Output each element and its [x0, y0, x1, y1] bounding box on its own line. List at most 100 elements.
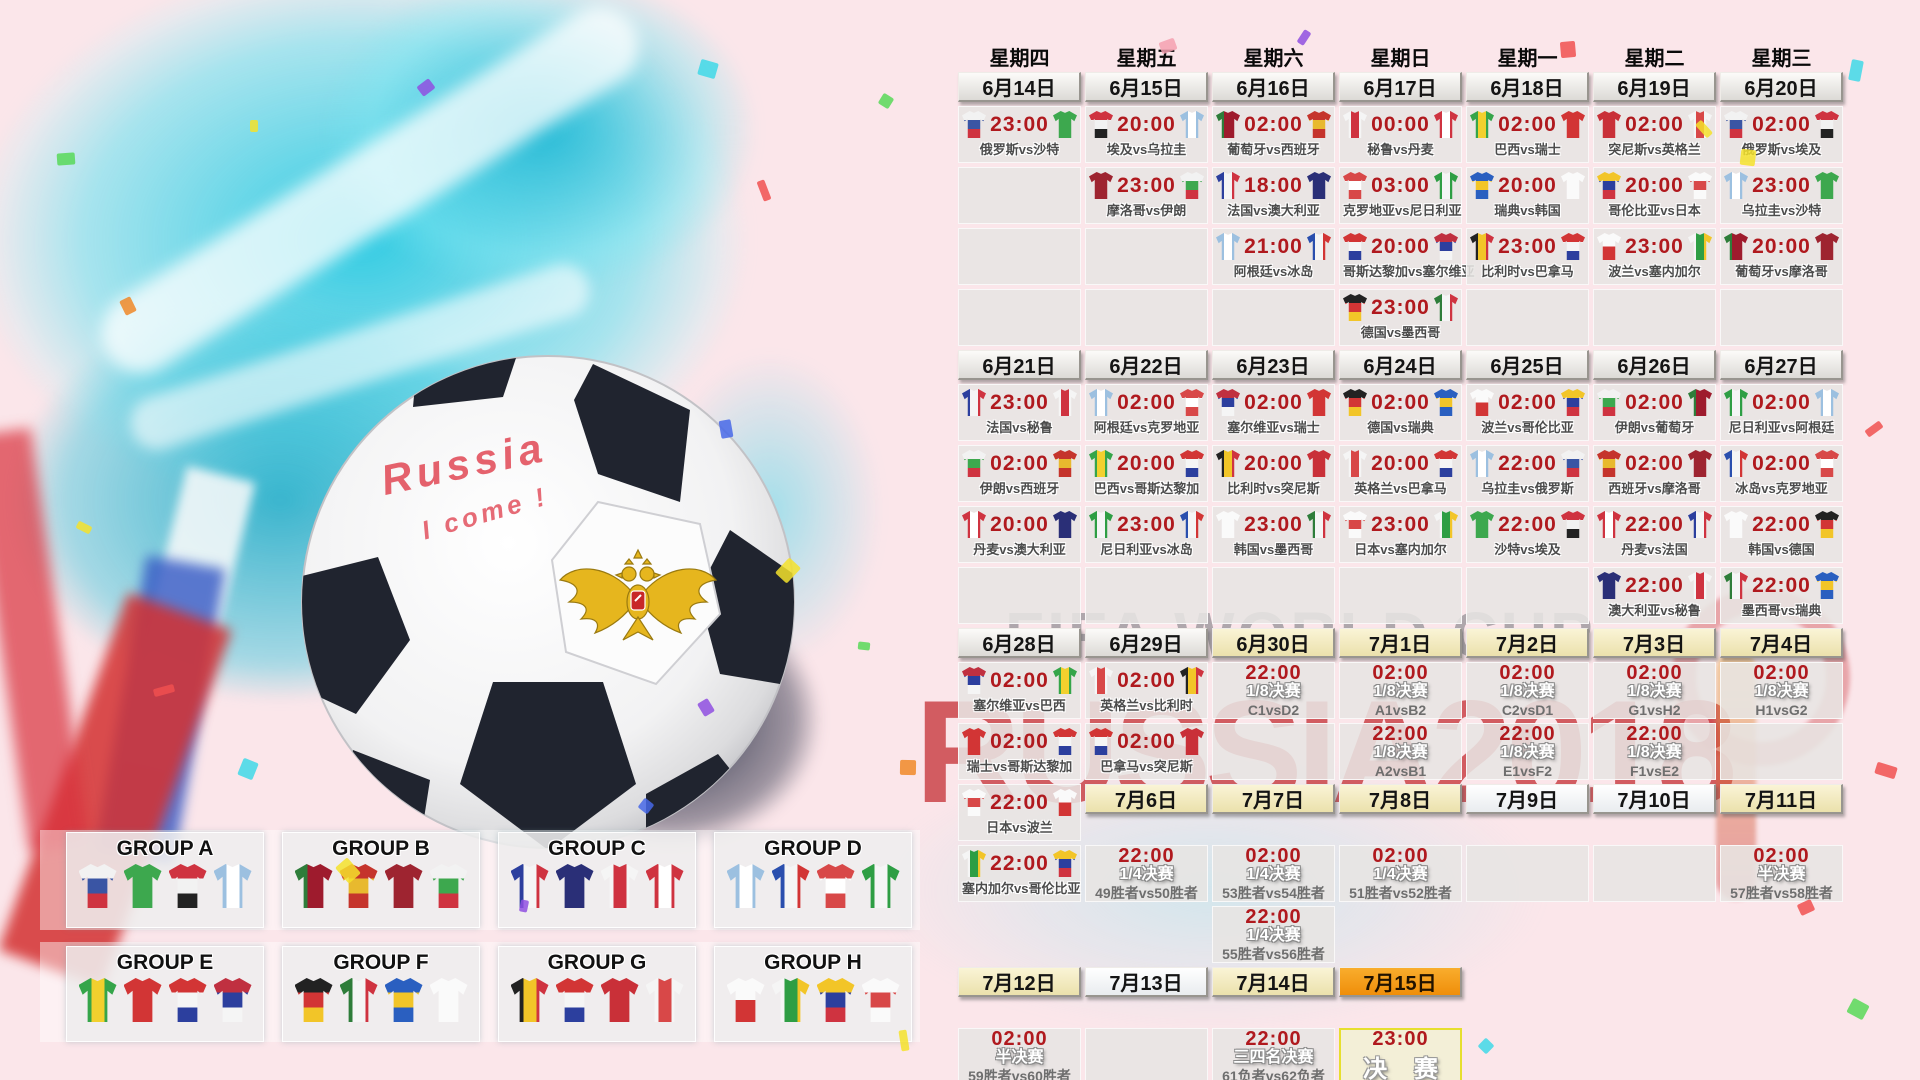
match-top-row: 02:00	[1343, 389, 1458, 416]
match-time: 21:00	[1244, 234, 1303, 258]
date-chip: 7月8日	[1339, 784, 1462, 814]
match-cell: 02:00 德国vs瑞典	[1339, 384, 1462, 441]
knockout-cell: 02:00 半决赛 59胜者vs60胜者	[958, 1028, 1081, 1080]
knockout-cell: 22:00 1/8决赛 E1vsF2	[1466, 723, 1589, 780]
spacer	[1720, 1028, 1843, 1080]
match-cell: 23:00 德国vs墨西哥	[1339, 289, 1462, 346]
match-label: 巴西vs瑞士	[1494, 142, 1561, 157]
match-time: 23:00	[990, 390, 1049, 414]
match-time: 23:00	[1117, 512, 1176, 536]
jersey-germany-icon	[1815, 511, 1839, 538]
jersey-brazil-icon	[78, 978, 117, 1022]
match-time: 02:00	[990, 668, 1049, 692]
weekday-label: 星期二	[1624, 47, 1685, 70]
jersey-iceland-icon	[771, 864, 810, 908]
knockout-teams: 53胜者vs54胜者	[1222, 884, 1325, 901]
jersey-russia-icon	[78, 864, 117, 908]
match-top-row: 00:00	[1343, 111, 1458, 138]
match-time: 02:00	[1244, 112, 1303, 136]
weekday-label: 星期一	[1497, 47, 1558, 70]
jersey-poland-icon	[1597, 233, 1621, 260]
match-top-row: 02:00	[1216, 111, 1331, 138]
group-jerseys	[726, 864, 900, 908]
match-label: 摩洛哥vs伊朗	[1106, 203, 1187, 218]
match-time: 02:00	[1625, 451, 1684, 475]
jersey-costarica-icon	[1343, 233, 1367, 260]
jersey-switzerland-icon	[1561, 111, 1585, 138]
knockout-cell: 02:00 1/8决赛 A1vsB2	[1339, 662, 1462, 719]
calendar-row: 22:00 1/4决赛 55胜者vs56胜者	[958, 906, 1847, 963]
group-title: GROUP E	[116, 951, 214, 974]
jersey-morocco-icon	[1815, 233, 1839, 260]
match-cell: 02:00 冰岛vs克罗地亚	[1720, 445, 1843, 502]
match-cell: 22:00 韩国vs德国	[1720, 506, 1843, 563]
jersey-colombia-icon	[1597, 172, 1621, 199]
match-time: 02:00	[1752, 451, 1811, 475]
jersey-belgium-icon	[1180, 667, 1204, 694]
date-chip: 6月19日	[1593, 72, 1716, 102]
jersey-brazil-icon	[1470, 111, 1494, 138]
jersey-mexico-icon	[1307, 511, 1331, 538]
match-top-row: 02:00	[1597, 450, 1712, 477]
jersey-croatia-icon	[1180, 389, 1204, 416]
jersey-morocco-icon	[1688, 450, 1712, 477]
date-chip: 7月7日	[1212, 784, 1335, 814]
match-cell: 23:00 摩洛哥vs伊朗	[1085, 167, 1208, 224]
match-cell: 02:00 英格兰vs比利时	[1085, 662, 1208, 719]
match-cell: 22:00 澳大利亚vs秘鲁	[1593, 567, 1716, 624]
jersey-england-icon	[1089, 667, 1113, 694]
knockout-time: 02:00	[1245, 845, 1302, 868]
empty-slot	[1085, 228, 1208, 285]
match-top-row: 20:00	[1089, 111, 1204, 138]
jersey-switzerland-icon	[123, 978, 162, 1022]
match-time: 18:00	[1244, 173, 1303, 197]
match-time: 22:00	[1752, 512, 1811, 536]
jersey-japan-icon	[1343, 511, 1367, 538]
match-top-row: 23:00	[1089, 172, 1204, 199]
group-box: GROUP C	[498, 832, 696, 928]
match-label: 巴拿马vs突尼斯	[1100, 759, 1193, 774]
jersey-saudi-icon	[123, 864, 162, 908]
jersey-sweden-icon	[384, 978, 423, 1022]
match-time: 22:00	[1625, 512, 1684, 536]
match-label: 西班牙vs摩洛哥	[1608, 481, 1701, 496]
match-label: 韩国vs德国	[1748, 542, 1815, 557]
match-top-row: 02:00	[1216, 389, 1331, 416]
knockout-time: 22:00	[1499, 723, 1556, 746]
match-time: 23:00	[1625, 234, 1684, 258]
date-chip: 7月10日	[1593, 784, 1716, 814]
knockout-stage: 1/8决赛	[1373, 744, 1428, 762]
date-chip: 7月12日	[958, 967, 1081, 997]
knockout-stage: 三四名决赛	[1233, 1049, 1314, 1067]
knockout-teams: C1vsD2	[1247, 701, 1300, 718]
jersey-portugal-icon	[294, 864, 333, 908]
date-chip: 6月20日	[1720, 72, 1843, 102]
match-cell: 02:00 突尼斯vs英格兰	[1593, 106, 1716, 163]
weekday-label: 星期五	[1116, 47, 1177, 70]
jersey-poland-icon	[1053, 789, 1077, 816]
match-time: 22:00	[990, 790, 1049, 814]
jersey-serbia-icon	[1434, 233, 1458, 260]
jersey-uruguay-icon	[1724, 172, 1748, 199]
jersey-iran-icon	[1180, 172, 1204, 199]
spacer	[1466, 967, 1589, 1024]
group-title: GROUP H	[764, 951, 862, 974]
match-label: 波兰vs哥伦比亚	[1481, 420, 1574, 435]
match-cell: 02:00 伊朗vs西班牙	[958, 445, 1081, 502]
match-time: 02:00	[1752, 390, 1811, 414]
jersey-argentina-icon	[1815, 389, 1839, 416]
knockout-stage: 1/8决赛	[1754, 683, 1809, 701]
match-top-row: 22:00	[962, 850, 1077, 877]
knockout-time: 22:00	[1118, 845, 1175, 868]
match-label: 瑞典vs韩国	[1494, 203, 1561, 218]
match-top-row: 20:00	[1216, 450, 1331, 477]
match-top-row: 02:00	[1724, 389, 1839, 416]
jersey-russia-icon	[1561, 450, 1585, 477]
date-chip: 7月4日	[1720, 628, 1843, 658]
knockout-time: 02:00	[1753, 662, 1810, 685]
jersey-belgium-icon	[1216, 450, 1240, 477]
match-top-row: 20:00	[1343, 233, 1458, 260]
jersey-costarica-icon	[168, 978, 207, 1022]
knockout-stage: 1/4决赛	[1246, 866, 1301, 884]
date-chip: 7月1日	[1339, 628, 1462, 658]
